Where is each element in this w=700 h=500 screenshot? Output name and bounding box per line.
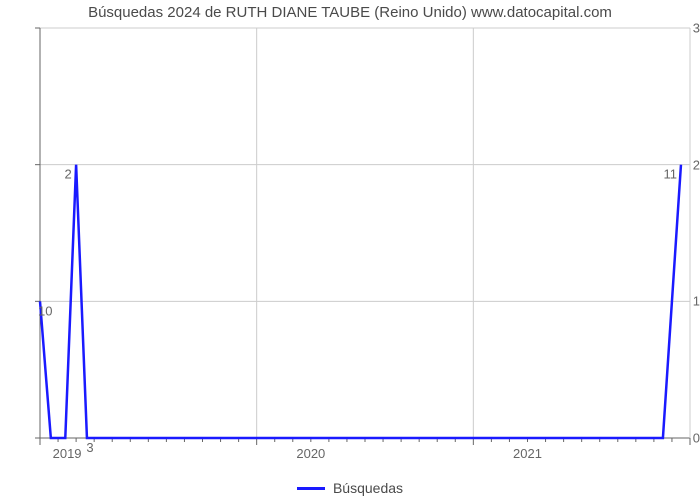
- x-year-label: 2020: [296, 446, 325, 461]
- svg-text:3: 3: [86, 440, 93, 455]
- y-tick-label: 2: [670, 157, 700, 172]
- svg-text:2: 2: [64, 167, 71, 182]
- legend-swatch: [297, 487, 325, 490]
- y-tick-label: 0: [670, 431, 700, 446]
- plot-area: 102311: [40, 28, 690, 438]
- chart-title: Búsquedas 2024 de RUTH DIANE TAUBE (Rein…: [0, 4, 700, 21]
- legend-label: Búsquedas: [333, 480, 403, 496]
- x-year-label: 2021: [513, 446, 542, 461]
- svg-text:10: 10: [38, 303, 52, 318]
- y-tick-label: 1: [670, 294, 700, 309]
- chart-svg: 102311: [40, 28, 690, 438]
- y-tick-label: 3: [670, 21, 700, 36]
- x-year-label: 2019: [53, 446, 82, 461]
- legend: Búsquedas: [0, 480, 700, 496]
- chart-container: Búsquedas 2024 de RUTH DIANE TAUBE (Rein…: [0, 0, 700, 500]
